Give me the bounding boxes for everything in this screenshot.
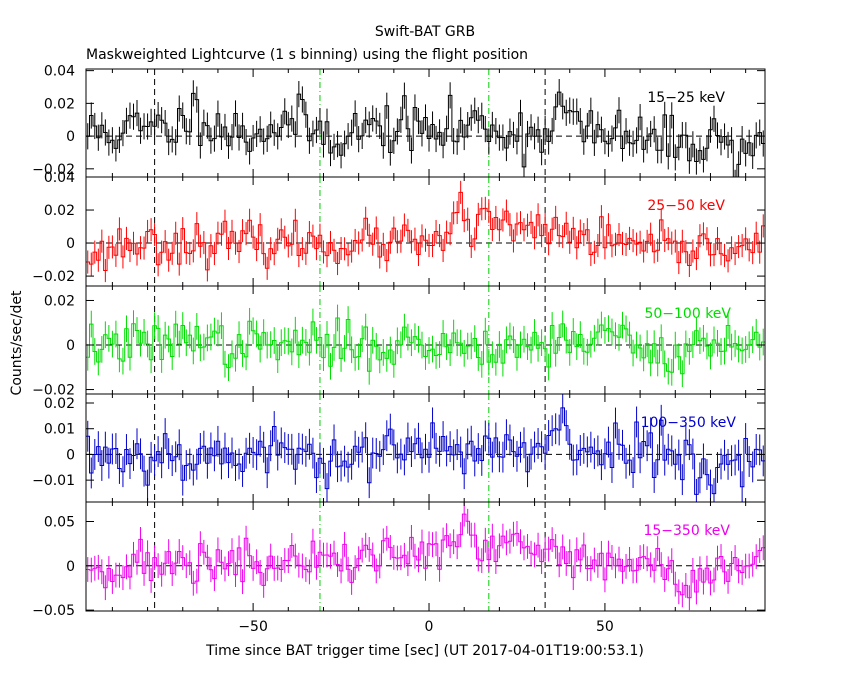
panel-frame — [85, 501, 766, 612]
y-tick-label: 0 — [66, 447, 75, 463]
y-tick-label: −0.02 — [32, 162, 75, 178]
step-line — [86, 317, 765, 375]
series-25-50 — [86, 177, 765, 286]
series-100-350 — [86, 394, 765, 502]
step-line — [86, 191, 765, 271]
y-tick-label: 0 — [66, 559, 75, 575]
series-50-100 — [86, 286, 765, 394]
step-line — [86, 91, 765, 177]
y-tick-label: 0.02 — [44, 396, 75, 412]
band-label-100-350: 100−350 keV — [641, 415, 737, 431]
panel-15-350: 0.05 0 −0.05 15−350 keV — [32, 501, 766, 619]
y-tick-label: 0 — [66, 338, 75, 354]
panel-50-100: 0.02 0 −0.02 50−100 keV — [32, 285, 766, 399]
x-tick-label: 0 — [425, 619, 434, 635]
y-tick-label: −0.01 — [32, 473, 75, 489]
x-tick-label: −50 — [238, 619, 268, 635]
step-line — [86, 513, 765, 599]
band-label-25-50: 25−50 keV — [647, 198, 725, 214]
y-tick-label: 0.02 — [44, 203, 75, 219]
y-tick-label: 0.01 — [44, 422, 75, 438]
y-tick-label: 0.04 — [44, 170, 75, 186]
y-tick-label: 0 — [66, 236, 75, 252]
y-tick-label: −0.05 — [32, 603, 75, 619]
panel-25-50: 0.04 0.02 0 −0.02 25−50 keV — [32, 170, 766, 287]
panel-15-25: 0.04 0.02 0 −0.02 15−25 keV — [32, 64, 766, 178]
y-tick-label: 0 — [66, 129, 75, 145]
y-tick-label: −0.02 — [32, 383, 75, 399]
y-tick-label: 0.02 — [44, 293, 75, 309]
y-tick-label: −0.02 — [32, 269, 75, 285]
chart-title: Swift-BAT GRB — [375, 24, 475, 40]
series-15-350 — [86, 502, 765, 611]
y-tick-label: 0.02 — [44, 96, 75, 112]
x-axis-label: Time since BAT trigger time [sec] (UT 20… — [205, 643, 644, 659]
y-tick-label: 0.04 — [44, 64, 75, 80]
band-label-15-25: 15−25 keV — [647, 90, 725, 106]
y-axis-label: Counts/sec/det — [9, 290, 25, 395]
series-15-25 — [86, 69, 765, 177]
step-line — [86, 407, 765, 495]
chart-subtitle: Maskweighted Lightcurve (1 s binning) us… — [86, 47, 528, 63]
x-tick-label: 50 — [596, 619, 614, 635]
panels-group: 0.04 0.02 0 −0.02 15−25 keV 0.04 0.02 0 −0.02 25−… — [32, 64, 766, 635]
y-tick-label: 0.05 — [44, 514, 75, 530]
band-label-50-100: 50−100 keV — [644, 306, 731, 322]
panel-100-350: 0.02 0.01 0 −0.01 100−350 keV — [32, 393, 766, 503]
band-label-15-350: 15−350 keV — [643, 523, 730, 539]
